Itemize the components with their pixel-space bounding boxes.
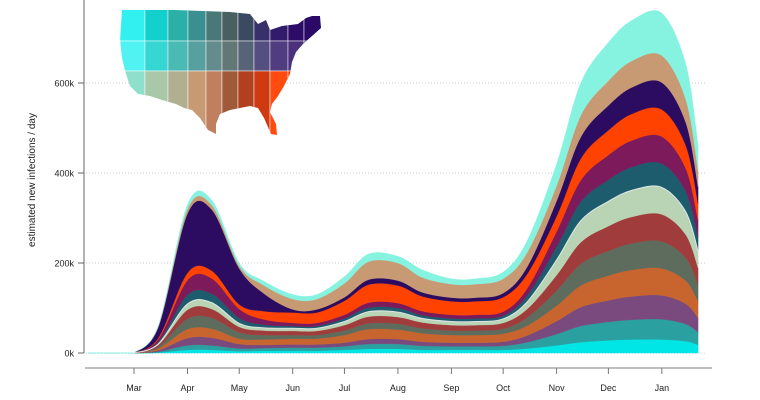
series-separator: [133, 185, 699, 354]
map-region: [221, 40, 239, 72]
us-map-inset: [120, 10, 321, 135]
map-region: [120, 70, 146, 135]
map-region: [187, 70, 207, 135]
x-tick-label: May: [231, 383, 249, 393]
x-tick-label: Jun: [285, 383, 300, 393]
map-region: [303, 10, 321, 42]
map-region: [237, 10, 255, 42]
map-region: [167, 10, 189, 42]
y-tick-label: 200k: [54, 259, 74, 269]
map-region: [221, 10, 239, 42]
x-tick-label: Mar: [126, 383, 142, 393]
x-tick-label: Nov: [549, 383, 566, 393]
map-region: [167, 40, 189, 72]
map-region: [221, 70, 239, 135]
series-area-13: [133, 10, 699, 354]
y-axis-label: estimated new infections / day: [27, 113, 38, 247]
map-region: [144, 70, 169, 135]
map-region: [237, 70, 255, 135]
map-region: [187, 40, 207, 72]
map-region: [287, 40, 305, 72]
map-region: [205, 70, 223, 135]
map-region: [303, 40, 321, 72]
x-tick-label: Apr: [180, 383, 194, 393]
map-region: [269, 10, 289, 42]
y-axis-ticks: 0k 200k 400k 600k: [54, 79, 84, 359]
map-region: [120, 40, 146, 72]
map-region: [269, 40, 289, 72]
x-tick-label: Sep: [443, 383, 459, 393]
map-region: [287, 10, 305, 42]
map-region: [205, 40, 223, 72]
series-areas: [87, 10, 699, 354]
x-tick-label: Jan: [655, 383, 670, 393]
map-region: [144, 10, 169, 42]
x-axis-ticks: Mar Apr May Jun Jul Aug Sep Oct Nov Dec Jan: [126, 368, 669, 393]
map-region: [120, 10, 146, 42]
map-region: [237, 40, 255, 72]
map-region: [144, 40, 169, 72]
x-tick-label: Jul: [339, 383, 351, 393]
map-region: [269, 70, 289, 135]
x-tick-label: Dec: [600, 383, 617, 393]
map-region: [253, 40, 271, 72]
map-region: [167, 70, 189, 135]
map-region: [205, 10, 223, 42]
y-tick-label: 600k: [54, 79, 74, 89]
y-tick-label: 400k: [54, 169, 74, 179]
map-region: [287, 70, 305, 135]
map-region: [187, 10, 207, 42]
map-region: [303, 70, 321, 135]
map-region: [253, 10, 271, 42]
map-region: [253, 70, 271, 135]
x-tick-label: Aug: [390, 383, 406, 393]
y-tick-label: 0k: [64, 349, 74, 359]
x-tick-label: Oct: [496, 383, 511, 393]
